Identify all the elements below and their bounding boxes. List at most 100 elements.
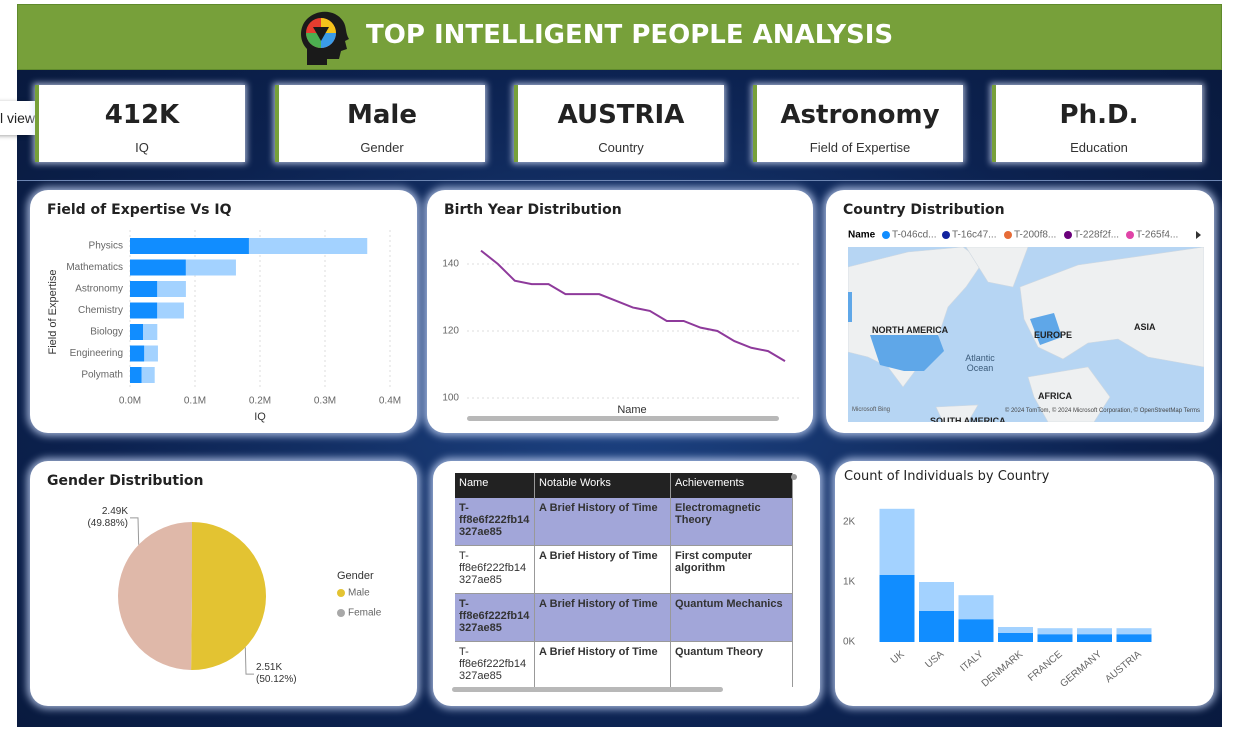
bar <box>1037 628 1073 635</box>
panel: Country Distribution Name T-046cd... T-16c… <box>826 190 1214 433</box>
bar <box>919 582 954 611</box>
map-label: NORTH AMERICA <box>872 325 949 335</box>
kpi-card: Male Gender <box>275 85 485 162</box>
table-viewport: Name Notable Works Achievements T-ff8e6f222… <box>455 473 793 687</box>
column-header: Achievements <box>670 473 793 498</box>
y-tick-label: 120 <box>442 326 459 337</box>
map-label: SOUTH AMERICA <box>930 416 1006 422</box>
panel: 0K 1K 2K UK USA ITALY DENMARK FRANCE GERMANY AUST… <box>835 461 1214 706</box>
legend-label: T-228f2f... <box>1074 230 1119 241</box>
scroll-dot[interactable] <box>791 474 797 480</box>
table-cell: T-ff8e6f222fb14327ae85 <box>455 545 535 594</box>
y-axis-title: Field of Expertise <box>47 270 59 355</box>
bar <box>130 281 158 297</box>
bar <box>958 619 994 642</box>
map-label: EUROPE <box>1034 330 1073 340</box>
x-axis-title: Name <box>617 404 646 416</box>
table-row: T-ff8e6f222fb14327ae85 A Brief History of… <box>455 593 793 642</box>
table-cell: T-ff8e6f222fb14327ae85 <box>455 498 535 546</box>
y-tick-label: 0K <box>843 637 856 648</box>
y-tick-label: Chemistry <box>78 305 123 316</box>
panel-title: Country Distribution <box>843 202 1005 218</box>
panel-title: Count of Individuals by Country <box>844 469 1050 484</box>
x-tick-label: 0.4M <box>379 396 401 407</box>
x-tick-label: ITALY <box>958 649 985 675</box>
table-cell: First computer algorithm <box>670 545 793 594</box>
bar <box>130 367 142 383</box>
panel-title: Birth Year Distribution <box>444 202 622 218</box>
bar <box>130 302 158 319</box>
legend-next <box>1196 231 1201 239</box>
legend-swatch <box>337 589 345 597</box>
kpi-card: 412K IQ <box>35 85 245 162</box>
x-tick-label: AUSTRIA <box>1103 649 1144 685</box>
header: TOP INTELLIGENT PEOPLE ANALYSIS <box>17 4 1222 70</box>
kpi-card: Astronomy Field of Expertise <box>753 85 963 162</box>
y-tick-label: Physics <box>89 241 123 252</box>
table-row: T-ff8e6f222fb14327ae85 A Brief History of… <box>455 545 793 594</box>
panel: Name Notable Works Achievements T-ff8e6f222… <box>433 461 820 706</box>
bar <box>879 574 915 642</box>
kpi-value: AUSTRIA <box>557 100 685 130</box>
bar <box>185 259 236 276</box>
pie-slice <box>117 522 192 670</box>
logo <box>301 11 349 65</box>
kpi-value: Male <box>347 100 417 130</box>
bar <box>1116 634 1152 642</box>
scrollbar[interactable] <box>452 687 723 692</box>
y-tick-label: 140 <box>442 259 459 270</box>
legend-swatch <box>1064 231 1072 239</box>
panel: 100 120 140 Name Birth Year Distribution <box>427 190 813 433</box>
kpi-card: Ph.D. Education <box>992 85 1202 162</box>
chart: 0.0M 0.1M 0.2M 0.3M 0.4M Physics Mathematics As… <box>47 230 401 423</box>
legend-title: Gender <box>337 570 374 582</box>
y-tick-label: Biology <box>90 327 123 338</box>
bar <box>141 367 155 383</box>
kpi-value: Astronomy <box>780 100 940 130</box>
kpi-value: Ph.D. <box>1059 100 1139 130</box>
kpi-label: Education <box>1070 140 1128 155</box>
kpi-value: 412K <box>104 100 180 130</box>
data-label: 2.49K (49.88%) <box>87 505 129 529</box>
x-axis-title: IQ <box>254 411 266 423</box>
y-tick-label: 100 <box>442 393 459 404</box>
map-legend: Name T-046cd... T-16c47... T-200f8... T-228f… <box>848 230 1201 241</box>
map-attribution: © 2024 TomTom, © 2024 Microsoft Corporat… <box>1004 408 1200 414</box>
column-header: Name <box>455 473 535 498</box>
bar <box>157 302 184 319</box>
map-label: AFRICA <box>1038 391 1072 401</box>
kpi-label: Country <box>598 140 644 155</box>
leader-line <box>244 647 254 675</box>
chart: Gender Male Female <box>117 517 382 675</box>
y-tick-label: Polymath <box>81 370 123 381</box>
panel: 0.0M 0.1M 0.2M 0.3M 0.4M Physics Mathematics As… <box>30 190 417 433</box>
x-tick-label: 0.2M <box>249 396 271 407</box>
bar <box>919 610 954 642</box>
table-cell: Quantum Mechanics <box>670 593 793 642</box>
table-cell: Electromagnetic Theory <box>670 498 793 546</box>
map-label: Atlantic Ocean <box>965 353 995 373</box>
table-row: T-ff8e6f222fb14327ae85 A Brief History of… <box>455 641 793 687</box>
scrollbar <box>467 416 779 421</box>
table-row: T-ff8e6f222fb14327ae85 A Brief History of… <box>455 498 793 546</box>
table-cell: A Brief History of Time <box>534 593 671 642</box>
bar <box>130 259 186 276</box>
bar <box>998 627 1033 633</box>
panel: Gender Male Female Gender Distribution 2.51K… <box>30 461 417 706</box>
table-cell: A Brief History of Time <box>534 641 671 687</box>
bar <box>157 281 186 297</box>
map-brand: Microsoft Bing <box>852 407 891 413</box>
panel-title: Gender Distribution <box>47 473 204 489</box>
x-tick-label: 0.1M <box>184 396 206 407</box>
bar <box>130 324 143 340</box>
kpi-label: IQ <box>135 140 149 155</box>
bar <box>1077 634 1112 642</box>
bar <box>144 345 158 362</box>
map: NORTH AMERICA EUROPE ASIA Atlantic Ocean AFR… <box>848 247 1204 422</box>
legend-label: Male <box>348 588 370 599</box>
table-cell: T-ff8e6f222fb14327ae85 <box>455 641 535 687</box>
bar <box>1116 628 1152 635</box>
kpi-card: AUSTRIA Country <box>514 85 724 162</box>
